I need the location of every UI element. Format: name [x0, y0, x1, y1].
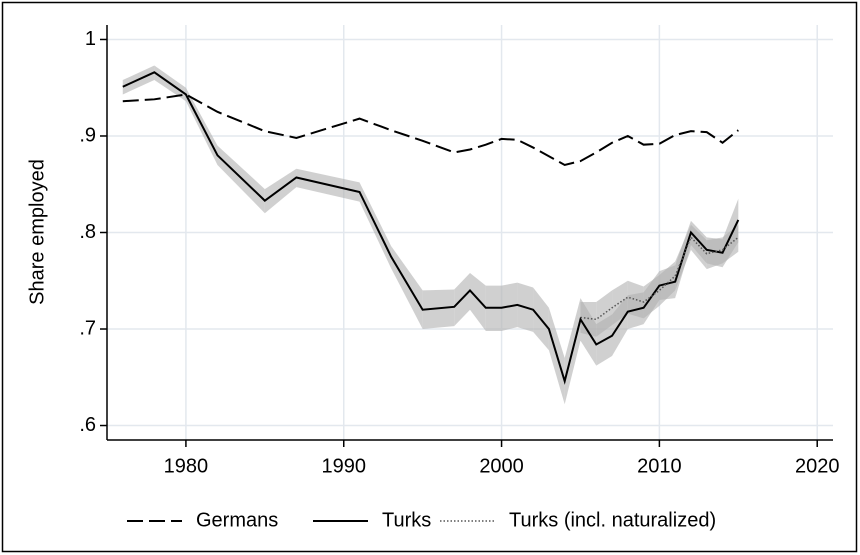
- y-tick-label: 1: [85, 28, 96, 50]
- confidence-band: [470, 273, 486, 331]
- confidence-band: [264, 168, 297, 214]
- confidence-band: [612, 280, 628, 326]
- confidence-band: [217, 145, 265, 214]
- confidence-band: [580, 301, 597, 337]
- x-tick-label: 1990: [321, 455, 366, 477]
- series-line: [122, 71, 740, 385]
- y-tick-label: .6: [79, 414, 96, 436]
- series-line: [122, 93, 739, 167]
- y-tick-label: .8: [79, 221, 96, 243]
- y-tick-label: .7: [79, 317, 96, 339]
- x-tick-label: 2000: [479, 455, 524, 477]
- series-line: [580, 235, 739, 321]
- y-tick-label: .9: [79, 124, 96, 146]
- confidence-band: [391, 246, 423, 330]
- x-tick-label: 2020: [795, 455, 840, 477]
- y-axis-label: Share employed: [26, 159, 48, 305]
- legend-label: Turks: [382, 509, 431, 531]
- confidence-band: [722, 224, 739, 264]
- legend-label: Turks (incl. naturalized): [509, 509, 716, 531]
- x-tick-label: 2010: [637, 455, 682, 477]
- confidence-band: [706, 237, 723, 270]
- confidence-band: [627, 280, 644, 319]
- x-tick-label: 1980: [164, 455, 209, 477]
- legend-label: Germans: [196, 509, 278, 531]
